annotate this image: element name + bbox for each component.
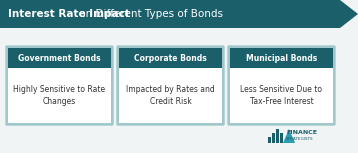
Text: FINANCE: FINANCE — [286, 131, 317, 136]
FancyBboxPatch shape — [8, 48, 111, 123]
Text: Impacted by Rates and
Credit Risk: Impacted by Rates and Credit Risk — [126, 85, 215, 106]
FancyBboxPatch shape — [6, 46, 113, 125]
FancyBboxPatch shape — [230, 48, 333, 123]
FancyBboxPatch shape — [8, 48, 111, 68]
FancyBboxPatch shape — [230, 48, 333, 68]
Text: Highly Sensitive to Rate
Changes: Highly Sensitive to Rate Changes — [14, 85, 106, 106]
Polygon shape — [340, 0, 358, 28]
Text: Municipal Bonds: Municipal Bonds — [246, 54, 317, 62]
Text: Less Sensitive Due to
Tax-Free Interest: Less Sensitive Due to Tax-Free Interest — [241, 85, 323, 106]
FancyBboxPatch shape — [119, 48, 222, 68]
FancyBboxPatch shape — [228, 46, 335, 125]
Polygon shape — [283, 129, 295, 143]
Text: STRATEGISTS: STRATEGISTS — [286, 137, 314, 141]
Text: Interest Rate Impact: Interest Rate Impact — [8, 9, 130, 19]
Bar — [272, 133, 275, 143]
FancyBboxPatch shape — [117, 46, 224, 125]
FancyBboxPatch shape — [0, 0, 340, 28]
Text: Corporate Bonds: Corporate Bonds — [134, 54, 207, 62]
Text: on Different Types of Bonds: on Different Types of Bonds — [76, 9, 223, 19]
Text: Government Bonds: Government Bonds — [18, 54, 101, 62]
Bar — [276, 129, 279, 143]
FancyBboxPatch shape — [119, 48, 222, 123]
Bar — [280, 133, 283, 143]
Bar — [268, 137, 271, 143]
